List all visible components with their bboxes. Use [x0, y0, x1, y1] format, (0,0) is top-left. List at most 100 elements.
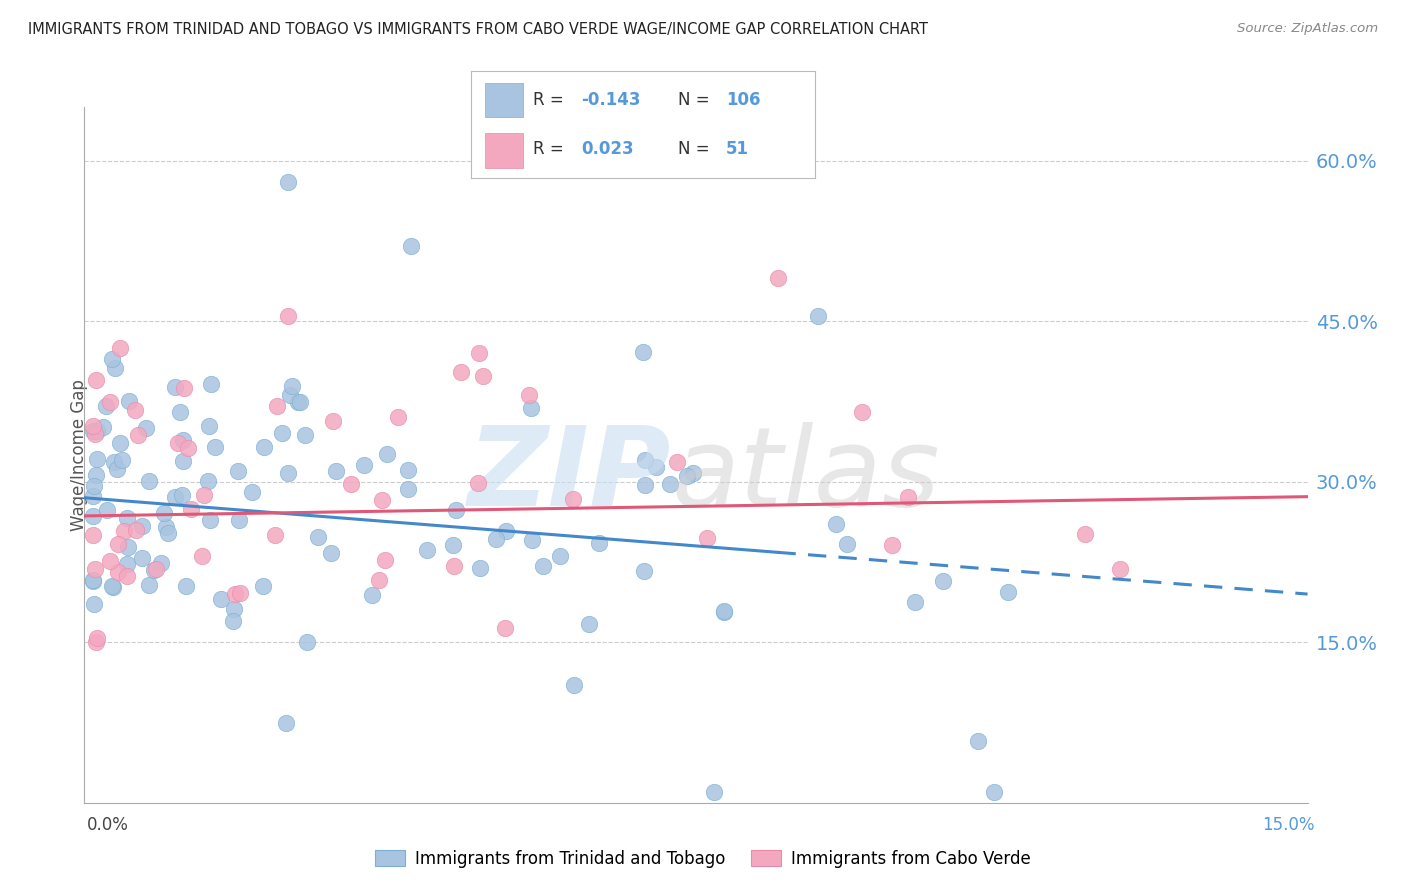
Point	[131, 551, 153, 566]
Point	[172, 454, 194, 468]
Point	[86, 632, 108, 646]
Point	[325, 464, 347, 478]
Point	[165, 380, 187, 394]
Point	[851, 405, 873, 419]
Point	[228, 464, 250, 478]
Point	[882, 538, 904, 552]
Text: 0.0%: 0.0%	[87, 816, 129, 834]
Point	[548, 549, 571, 563]
Point	[485, 532, 508, 546]
Point	[696, 532, 718, 546]
Point	[191, 549, 214, 563]
Point	[176, 579, 198, 593]
Point	[340, 477, 363, 491]
Point	[766, 271, 789, 285]
Point	[837, 537, 859, 551]
Point	[124, 403, 146, 417]
Point	[82, 528, 104, 542]
Point	[444, 503, 467, 517]
Point	[82, 424, 104, 438]
Text: 51: 51	[725, 141, 749, 159]
Point	[682, 466, 704, 480]
Point	[82, 489, 104, 503]
Point	[118, 394, 141, 409]
Point	[519, 401, 541, 416]
Point	[93, 420, 115, 434]
Point	[307, 530, 329, 544]
Legend: Immigrants from Trinidad and Tobago, Immigrants from Cabo Verde: Immigrants from Trinidad and Tobago, Imm…	[368, 844, 1038, 875]
Point	[108, 436, 131, 450]
Point	[104, 361, 127, 376]
Point	[105, 462, 128, 476]
Point	[156, 526, 179, 541]
Point	[294, 428, 316, 442]
Point	[224, 587, 246, 601]
Point	[98, 554, 121, 568]
Point	[266, 399, 288, 413]
Point	[117, 568, 139, 582]
Point	[117, 540, 139, 554]
Point	[103, 455, 125, 469]
Text: ZIP: ZIP	[468, 422, 672, 529]
Text: Source: ZipAtlas.com: Source: ZipAtlas.com	[1237, 22, 1378, 36]
Point	[280, 379, 302, 393]
Point	[277, 175, 299, 189]
Point	[361, 588, 384, 602]
Point	[375, 447, 398, 461]
Point	[494, 621, 516, 635]
Point	[564, 678, 586, 692]
Point	[904, 595, 927, 609]
Point	[468, 346, 491, 360]
Point	[228, 585, 250, 599]
Point	[112, 524, 135, 538]
Point	[1074, 527, 1097, 541]
Point	[107, 537, 129, 551]
Point	[713, 606, 735, 620]
Point	[180, 501, 202, 516]
Point	[198, 419, 221, 434]
Point	[295, 634, 318, 648]
Point	[897, 490, 920, 504]
Point	[396, 482, 419, 496]
Point	[152, 506, 174, 520]
Point	[634, 453, 657, 467]
Point	[115, 511, 138, 525]
Point	[193, 488, 215, 502]
Point	[84, 426, 107, 441]
Text: N =: N =	[678, 141, 709, 159]
Point	[277, 309, 299, 323]
Point	[253, 440, 276, 454]
Point	[634, 477, 657, 491]
Point	[932, 574, 955, 588]
Point	[86, 452, 108, 467]
Point	[83, 479, 105, 493]
Point	[83, 597, 105, 611]
Point	[166, 436, 188, 450]
Point	[374, 553, 396, 567]
Point	[84, 635, 107, 649]
Bar	[485, 134, 523, 168]
Point	[131, 519, 153, 533]
Point	[997, 584, 1019, 599]
Point	[644, 460, 666, 475]
Point	[169, 405, 191, 419]
Point	[472, 368, 495, 383]
Point	[443, 538, 465, 552]
Point	[983, 785, 1005, 799]
Point	[495, 524, 517, 538]
Point	[370, 492, 392, 507]
Point	[633, 564, 655, 578]
Point	[82, 574, 104, 588]
Point	[824, 516, 846, 531]
Point	[155, 519, 177, 533]
Point	[703, 785, 725, 799]
Point	[173, 381, 195, 395]
Point	[172, 433, 194, 447]
Point	[86, 468, 108, 483]
Point	[170, 488, 193, 502]
Point	[562, 492, 585, 507]
Point	[198, 513, 221, 527]
Point	[631, 344, 654, 359]
Point	[209, 592, 232, 607]
Point	[288, 394, 311, 409]
